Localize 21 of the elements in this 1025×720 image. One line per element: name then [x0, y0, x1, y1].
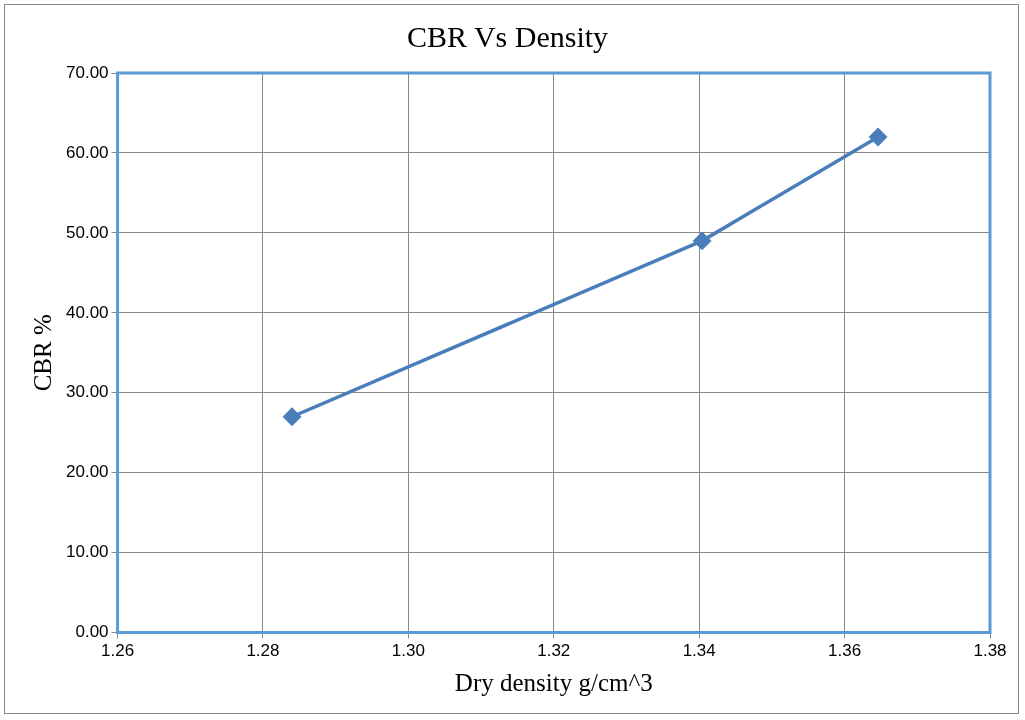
x-tick-label: 1.38	[973, 641, 1007, 661]
y-tick-label: 40.00	[65, 302, 109, 322]
x-tick-label: 1.28	[246, 641, 280, 661]
point	[869, 128, 887, 146]
x-tick-label: 1.36	[828, 641, 862, 661]
y-tick-label: 20.00	[65, 462, 109, 482]
y-axis-title: CBR %	[28, 314, 56, 392]
y-tick-label: 30.00	[65, 382, 109, 402]
x-tick-label: 1.26	[100, 641, 135, 661]
y-tick-label: 50.00	[65, 222, 109, 242]
chart-title: CBR Vs Density	[406, 19, 609, 53]
y-tick-label: 70.00	[65, 62, 109, 82]
y-tick-label: 60.00	[65, 142, 109, 162]
y-tick-label: 0.00	[75, 622, 109, 642]
x-tick-label: 1.30	[391, 641, 425, 661]
x-tick-label: 1.32	[537, 641, 571, 661]
x-axis-title: Dry density g/cm^3	[454, 668, 653, 696]
point	[693, 232, 711, 250]
point	[283, 408, 301, 426]
x-tick-label: 1.34	[682, 641, 716, 661]
y-tick-label: 10.00	[65, 542, 109, 562]
